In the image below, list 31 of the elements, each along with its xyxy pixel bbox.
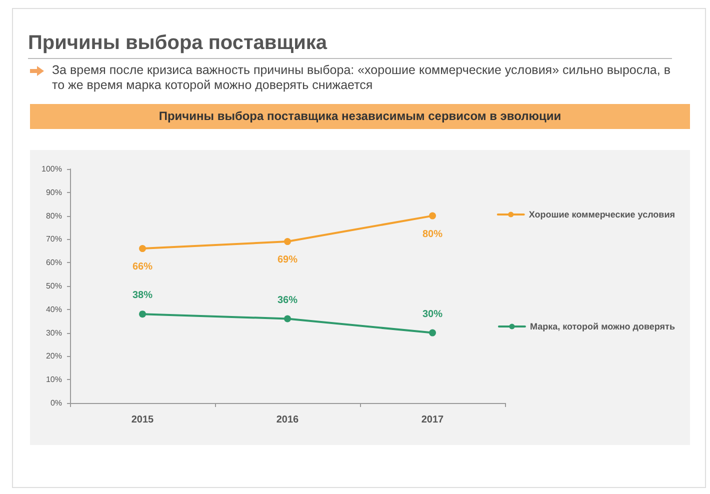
y-tick-label: 60% (46, 258, 62, 268)
x-tick-label: 2015 (131, 414, 154, 426)
y-tick-label: 40% (46, 304, 62, 314)
y-tick-label: 70% (46, 234, 62, 244)
data-label: 66% (132, 262, 153, 273)
y-tick-label: 10% (46, 375, 62, 384)
chart-subtitle: За время после кризиса важность причины выбора: «хорошие коммерческие условия» сильно выросла, в то же время марка которой можно доверять снижается (52, 63, 672, 93)
data-label: 36% (277, 294, 298, 306)
y-tick-label: 90% (46, 188, 62, 197)
point (429, 212, 436, 220)
y-tick-label: 20% (46, 352, 62, 361)
legend-label: Марка, которой можно доверять (530, 322, 676, 332)
point (429, 329, 436, 336)
data-label: 80% (422, 228, 443, 240)
text: Причины выбора поставщика независимым сервисом в эволюции (30, 104, 690, 129)
y-tick-label: 100% (42, 164, 62, 174)
y-tick-label: 80% (46, 211, 62, 220)
chart-title: Причины выбора поставщика (28, 32, 328, 55)
y-tick-label: 30% (46, 328, 62, 338)
data-label: 38% (132, 290, 153, 302)
x-tick-label: 2016 (276, 414, 300, 426)
point (284, 315, 291, 322)
data-label: 69% (277, 254, 298, 266)
y-tick-label: 50% (46, 282, 62, 290)
legend-label: Хорошие коммерческие условия (528, 210, 676, 220)
x-tick-label: 2017 (421, 414, 444, 426)
point (139, 310, 146, 318)
y-tick-label: 0% (50, 398, 62, 408)
point (284, 238, 291, 246)
point (139, 245, 146, 252)
data-label: 30% (422, 308, 443, 320)
